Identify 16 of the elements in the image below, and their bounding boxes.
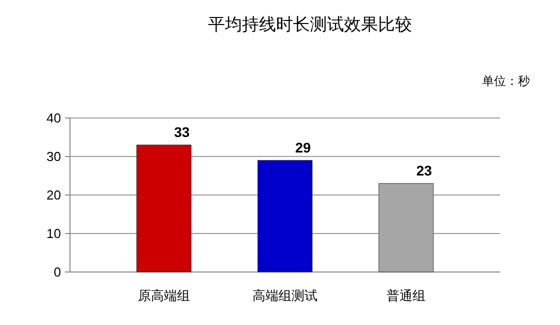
chart-title: 平均持线时长测试效果比较 [208,15,412,35]
text: 单位：秒 [482,74,530,88]
data-label: 29 [295,139,311,156]
bar [257,160,313,272]
y-tick-label: 0 [54,264,61,280]
bar [136,144,192,272]
y-tick-label: 30 [46,149,61,164]
y-tick-label: 40 [46,110,61,126]
y-tick-label: 20 [46,188,61,203]
x-tick-label: 高端组测试 [252,288,318,303]
data-label: 23 [416,162,432,178]
x-tick-label: 普通组 [386,288,426,303]
bar [378,183,434,272]
data-label: 33 [174,124,190,140]
x-tick-label: 原高端组 [138,288,190,303]
y-tick-label: 10 [46,226,61,242]
